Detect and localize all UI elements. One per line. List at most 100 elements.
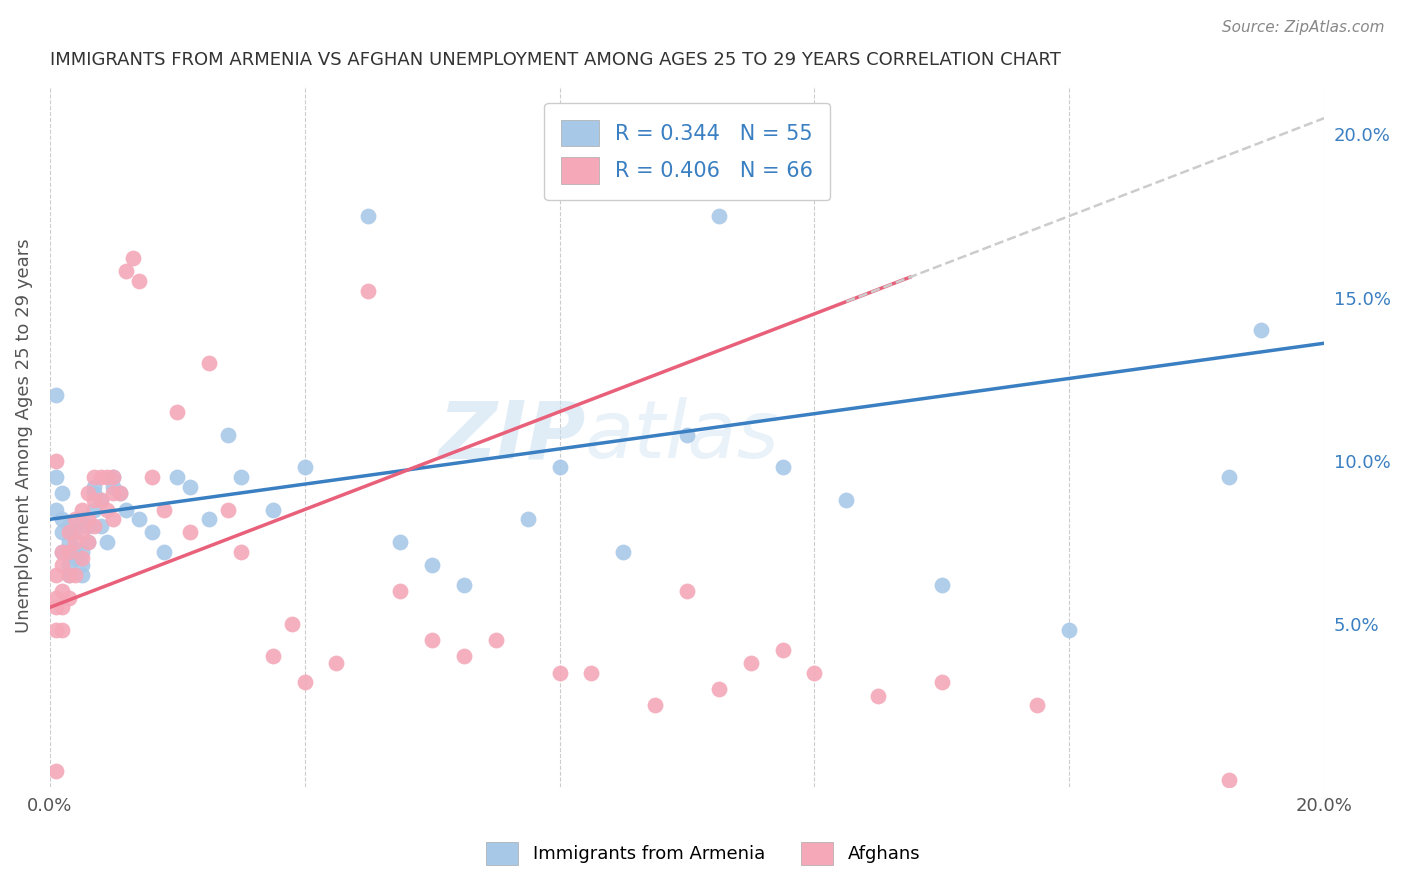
Point [179,480,201,494]
Point [63,541,86,556]
Point [453,649,475,664]
Point [357,284,380,298]
Point [294,460,316,475]
Point [198,512,221,526]
Legend: R = 0.344   N = 55, R = 0.406   N = 66: R = 0.344 N = 55, R = 0.406 N = 66 [544,103,830,200]
Point [45,453,67,467]
Point [1059,624,1081,638]
Point [103,480,125,494]
Point [103,470,125,484]
Point [262,502,284,516]
Point [70,551,93,566]
Text: IMMIGRANTS FROM ARMENIA VS AFGHAN UNEMPLOYMENT AMONG AGES 25 TO 29 YEARS CORRELA: IMMIGRANTS FROM ARMENIA VS AFGHAN UNEMPL… [49,51,1060,69]
Point [103,486,125,500]
Point [96,502,118,516]
Point [51,512,73,526]
Point [90,492,112,507]
Point [835,492,858,507]
Point [1250,323,1272,337]
Point [63,535,86,549]
Point [229,545,252,559]
Point [83,486,105,500]
Point [51,600,73,615]
Point [83,492,105,507]
Point [58,545,80,559]
Point [58,535,80,549]
Point [45,388,67,402]
Point [294,675,316,690]
Point [70,512,93,526]
Point [83,519,105,533]
Point [453,577,475,591]
Point [83,480,105,494]
Point [77,512,100,526]
Point [70,567,93,582]
Point [389,535,412,549]
Point [77,486,100,500]
Point [128,274,150,288]
Point [217,502,239,516]
Point [229,470,252,484]
Point [58,525,80,540]
Point [485,633,508,648]
Point [45,600,67,615]
Point [58,519,80,533]
Point [51,545,73,559]
Point [707,209,730,223]
Point [420,633,443,648]
Point [70,525,93,540]
Point [516,512,538,526]
Point [676,427,699,442]
Point [103,512,125,526]
Point [612,545,634,559]
Point [103,470,125,484]
Point [45,764,67,778]
Point [96,535,118,549]
Point [644,698,666,713]
Point [45,591,67,605]
Point [166,405,188,419]
Point [90,492,112,507]
Point [45,470,67,484]
Point [389,584,412,599]
Point [51,584,73,599]
Point [115,502,138,516]
Point [70,558,93,572]
Point [45,624,67,638]
Point [96,470,118,484]
Point [90,519,112,533]
Point [166,470,188,484]
Point [740,656,762,670]
Point [931,675,953,690]
Point [803,665,825,680]
Point [58,558,80,572]
Point [108,486,131,500]
Point [548,665,571,680]
Point [77,535,100,549]
Point [108,486,131,500]
Point [420,558,443,572]
Point [45,502,67,516]
Point [51,624,73,638]
Point [153,502,176,516]
Point [1026,698,1049,713]
Point [281,616,304,631]
Point [63,525,86,540]
Point [83,502,105,516]
Point [70,502,93,516]
Point [77,519,100,533]
Point [51,558,73,572]
Point [58,567,80,582]
Point [63,551,86,566]
Point [931,577,953,591]
Point [581,665,603,680]
Point [141,470,163,484]
Point [70,545,93,559]
Point [58,567,80,582]
Text: atlas: atlas [585,397,780,475]
Point [1218,773,1240,788]
Point [676,584,699,599]
Point [77,535,100,549]
Point [51,486,73,500]
Point [51,545,73,559]
